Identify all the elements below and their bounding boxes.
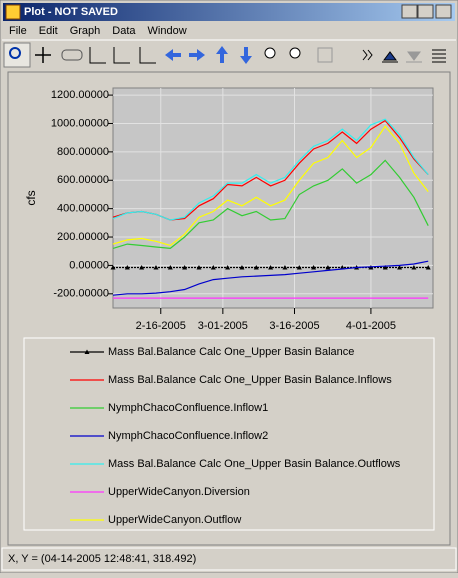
y-tick-label: -200.00000	[53, 288, 109, 300]
chart-tool-2[interactable]	[406, 51, 422, 63]
series-marker	[210, 265, 216, 270]
status-bar	[1, 547, 457, 571]
series-marker	[311, 265, 317, 270]
series-marker	[139, 265, 145, 270]
series-marker	[397, 265, 403, 270]
y-axis-label: cfs	[24, 190, 38, 205]
series-marker	[124, 265, 130, 270]
menu-item[interactable]: Graph	[70, 25, 101, 37]
legend-label: Mass Bal.Balance Calc One_Upper Basin Ba…	[108, 374, 392, 386]
series-marker	[325, 265, 331, 270]
zoom-out-tool[interactable]	[289, 47, 301, 59]
series-marker	[411, 265, 417, 270]
status-text: X, Y = (04-14-2005 12:48:41, 318.492)	[8, 553, 196, 565]
series-marker	[282, 265, 288, 270]
menu-bar: File Edit Graph Data Window	[9, 25, 187, 37]
icon	[9, 47, 21, 59]
series-marker	[382, 265, 388, 270]
legend-label: UpperWideCanyon.Outflow	[108, 514, 241, 526]
y-tick-label: 800.00000	[57, 146, 109, 158]
axis-tools[interactable]	[89, 47, 156, 64]
app-icon	[5, 4, 21, 20]
series-marker	[167, 265, 173, 270]
legend-label: NymphChacoConfluence.Inflow2	[108, 430, 268, 442]
disabled-tool[interactable]	[317, 47, 333, 63]
series-line	[112, 125, 429, 247]
y-tick-label: 1000.00000	[51, 117, 109, 129]
list-tool[interactable]	[432, 49, 446, 63]
y-tick-label: 400.00000	[57, 203, 109, 215]
series-line	[112, 159, 429, 250]
up-tool[interactable]	[216, 46, 228, 63]
right-tool[interactable]	[189, 49, 205, 61]
chart-tool[interactable]	[382, 51, 398, 63]
legend	[23, 337, 435, 531]
window-buttons[interactable]	[401, 4, 452, 19]
menu-item[interactable]: Window	[148, 25, 187, 37]
menu-item[interactable]: Data	[112, 25, 136, 37]
crosshair-tool[interactable]	[35, 47, 51, 63]
down-tool[interactable]	[240, 47, 252, 64]
maximize-button[interactable]	[417, 4, 434, 19]
plot-area	[112, 87, 434, 309]
more-tool[interactable]	[362, 49, 373, 61]
series-marker	[425, 265, 431, 270]
y-tick-label: 1200.00000	[51, 89, 109, 101]
legend-label: Mass Bal.Balance Calc One_Upper Basin Ba…	[108, 458, 401, 470]
series-marker	[153, 265, 159, 270]
toolbar	[3, 42, 446, 68]
series-line	[112, 118, 429, 221]
menu-item[interactable]: Edit	[39, 25, 58, 37]
legend-label: Mass Bal.Balance Calc One_Upper Basin Ba…	[108, 346, 354, 358]
minimize-button[interactable]	[401, 4, 418, 19]
x-tick-label: 3-01-2005	[198, 320, 248, 332]
series-marker	[239, 265, 245, 270]
series-marker	[296, 265, 302, 270]
close-button[interactable]	[435, 4, 452, 19]
y-tick-label: 600.00000	[57, 174, 109, 186]
series-marker	[253, 265, 259, 270]
series-marker	[182, 265, 188, 270]
zoom-tool[interactable]	[3, 42, 31, 68]
link-tool[interactable]	[61, 49, 83, 61]
left-tool[interactable]	[165, 49, 181, 61]
menu-item[interactable]: File	[9, 25, 27, 37]
series-marker	[225, 265, 231, 270]
legend-marker	[84, 349, 90, 354]
series-line	[112, 260, 429, 296]
x-tick-label: 2-16-2005	[136, 320, 186, 332]
zoom-in-tool[interactable]	[264, 47, 276, 59]
x-tick-label: 3-16-2005	[269, 320, 319, 332]
title-bar	[3, 3, 455, 21]
x-tick-label: 4-01-2005	[346, 320, 396, 332]
y-tick-label: 200.00000	[57, 231, 109, 243]
legend-label: UpperWideCanyon.Diversion	[108, 486, 250, 498]
legend-label: NymphChacoConfluence.Inflow1	[108, 402, 268, 414]
series-marker	[268, 265, 274, 270]
window-title: Plot - NOT SAVED	[24, 6, 118, 18]
series-marker	[196, 265, 202, 270]
y-tick-label: 0.00000	[69, 259, 109, 271]
series-marker	[110, 265, 116, 270]
